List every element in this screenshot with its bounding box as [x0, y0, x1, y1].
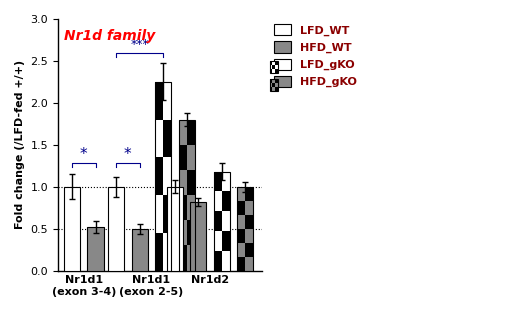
Bar — [64, 187, 80, 271]
Bar — [163, 233, 171, 271]
Bar — [272, 61, 275, 65]
Bar — [222, 191, 230, 211]
Bar — [187, 170, 195, 195]
Bar — [269, 83, 272, 87]
Text: *: * — [124, 147, 132, 162]
Bar — [187, 145, 195, 170]
Bar — [272, 79, 275, 83]
Bar — [222, 231, 230, 251]
Bar — [178, 119, 195, 271]
Bar — [245, 256, 253, 271]
Bar — [155, 119, 163, 157]
Bar — [187, 220, 195, 245]
Bar — [163, 82, 171, 119]
Bar — [272, 65, 275, 69]
Bar — [269, 79, 278, 90]
Bar — [155, 195, 163, 233]
Bar — [275, 69, 278, 72]
Bar — [87, 227, 104, 271]
Bar — [269, 69, 272, 72]
Bar — [269, 65, 272, 69]
Bar — [214, 251, 222, 271]
Bar — [163, 157, 171, 195]
Bar — [155, 233, 163, 271]
Bar — [155, 157, 163, 195]
Bar — [178, 195, 187, 220]
Bar — [214, 172, 222, 191]
Bar — [237, 243, 245, 256]
Bar — [272, 87, 275, 90]
Bar — [187, 245, 195, 271]
Bar — [178, 220, 187, 245]
Bar — [245, 229, 253, 243]
Bar — [275, 61, 278, 65]
Bar — [237, 256, 245, 271]
Bar — [269, 61, 272, 65]
Text: Nr1d family: Nr1d family — [64, 29, 155, 43]
Bar — [187, 195, 195, 220]
Bar — [167, 187, 183, 271]
Bar — [222, 211, 230, 231]
Bar — [222, 172, 230, 191]
Bar — [131, 229, 148, 271]
Bar — [275, 87, 278, 90]
Bar — [275, 79, 278, 83]
Bar — [190, 202, 206, 271]
Bar — [237, 187, 253, 271]
Bar — [237, 215, 245, 229]
Bar — [178, 145, 187, 170]
Bar — [245, 215, 253, 229]
Bar — [214, 172, 230, 271]
Bar — [269, 87, 272, 90]
Bar — [178, 170, 187, 195]
Bar — [155, 82, 171, 271]
Bar — [269, 79, 272, 83]
Bar — [155, 82, 163, 119]
Bar — [214, 231, 222, 251]
Bar — [178, 119, 187, 145]
Bar — [237, 201, 245, 215]
Bar — [269, 61, 278, 72]
Text: *: * — [80, 147, 87, 162]
Y-axis label: Fold change (/LFD-fed +/+): Fold change (/LFD-fed +/+) — [15, 60, 25, 229]
Bar — [245, 243, 253, 256]
Bar — [237, 187, 245, 201]
Bar — [214, 211, 222, 231]
Bar — [222, 251, 230, 271]
Bar — [237, 229, 245, 243]
Bar — [178, 245, 187, 271]
Bar — [275, 65, 278, 69]
Bar — [163, 119, 171, 157]
Bar — [163, 195, 171, 233]
Bar — [272, 83, 275, 87]
Bar — [272, 69, 275, 72]
Legend: LFD_WT, HFD_WT, LFD_gKO, HFD_gKO: LFD_WT, HFD_WT, LFD_gKO, HFD_gKO — [270, 20, 361, 92]
Bar — [275, 83, 278, 87]
Bar — [245, 187, 253, 201]
Bar — [108, 187, 124, 271]
Text: ***: *** — [130, 38, 149, 51]
Bar — [214, 191, 222, 211]
Bar — [187, 119, 195, 145]
Bar — [245, 201, 253, 215]
